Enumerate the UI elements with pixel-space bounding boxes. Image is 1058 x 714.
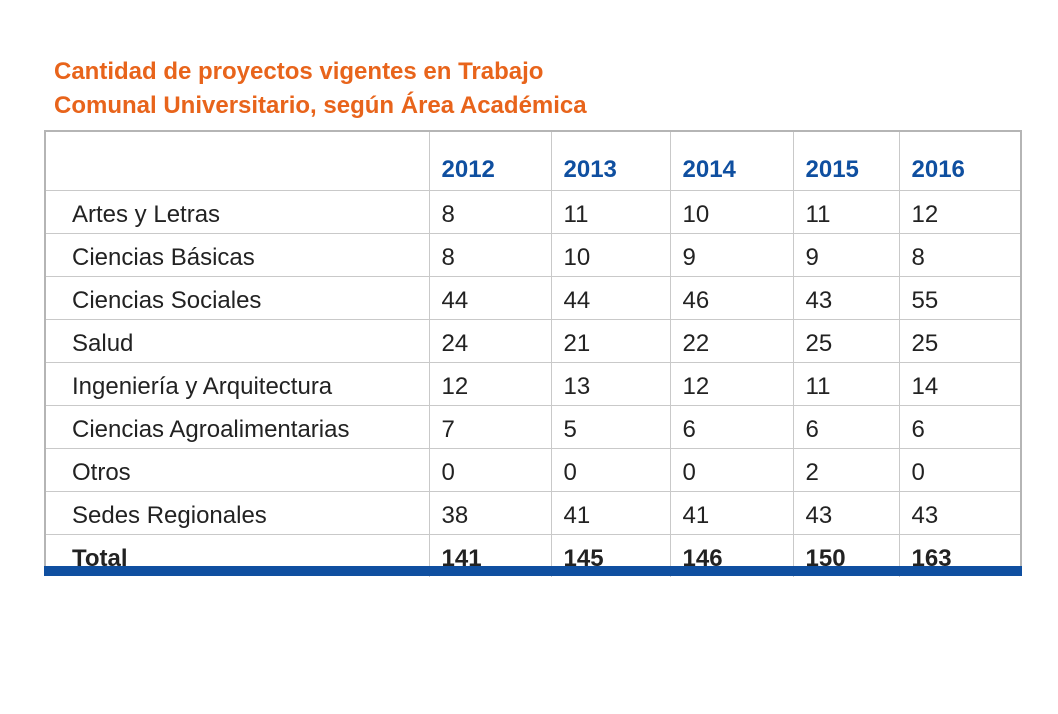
title-line-2: Comunal Universitario, según Área Académ… [54, 92, 587, 119]
table-cell: 43 [793, 491, 900, 535]
table-cell: 43 [793, 276, 900, 320]
header-year: 2016 [899, 132, 1020, 191]
table-cell: 0 [899, 448, 1020, 492]
table-cell: 8 [429, 190, 552, 234]
table-cell: 21 [551, 319, 671, 363]
table-cell: 0 [670, 448, 794, 492]
row-label: Artes y Letras [46, 190, 430, 234]
table-cell: 25 [793, 319, 900, 363]
table-row: Ciencias Sociales 44 44 46 43 55 [46, 276, 1020, 320]
table-cell: 11 [793, 190, 900, 234]
table-title: Cantidad de proyectos vigentes en Trabaj… [54, 55, 587, 123]
table-row: Artes y Letras 8 11 10 11 12 [46, 190, 1020, 234]
table-cell: 12 [429, 362, 552, 406]
table-cell: 2 [793, 448, 900, 492]
table-cell: 0 [551, 448, 671, 492]
table-row: Otros 0 0 0 2 0 [46, 448, 1020, 492]
table-cell: 55 [899, 276, 1020, 320]
table-cell: 6 [793, 405, 900, 449]
table-cell: 8 [899, 233, 1020, 277]
header-year: 2014 [670, 132, 794, 191]
table-cell: 25 [899, 319, 1020, 363]
row-label: Ciencias Básicas [46, 233, 430, 277]
table-cell: 11 [793, 362, 900, 406]
row-label: Salud [46, 319, 430, 363]
table-cell: 0 [429, 448, 552, 492]
header-year: 2012 [429, 132, 552, 191]
data-table-container: 2012 2013 2014 2015 2016 Artes y Letras … [44, 130, 1022, 577]
table-cell: 7 [429, 405, 552, 449]
header-year: 2013 [551, 132, 671, 191]
row-label: Ciencias Sociales [46, 276, 430, 320]
table-cell: 44 [429, 276, 552, 320]
table-cell: 44 [551, 276, 671, 320]
table-row: Ciencias Básicas 8 10 9 9 8 [46, 233, 1020, 277]
table-cell: 12 [670, 362, 794, 406]
table-cell: 9 [670, 233, 794, 277]
table-cell: 43 [899, 491, 1020, 535]
row-label: Sedes Regionales [46, 491, 430, 535]
table-row: Salud 24 21 22 25 25 [46, 319, 1020, 363]
table-cell: 13 [551, 362, 671, 406]
table-cell: 12 [899, 190, 1020, 234]
header-year: 2015 [793, 132, 900, 191]
table-cell: 46 [670, 276, 794, 320]
table-cell: 5 [551, 405, 671, 449]
table-row: Ingeniería y Arquitectura 12 13 12 11 14 [46, 362, 1020, 406]
table-cell: 6 [670, 405, 794, 449]
table-cell: 10 [551, 233, 671, 277]
table-cell: 9 [793, 233, 900, 277]
table-cell: 11 [551, 190, 671, 234]
table-cell: 22 [670, 319, 794, 363]
table-cell: 8 [429, 233, 552, 277]
table-bottom-bar [44, 566, 1022, 576]
table-cell: 41 [551, 491, 671, 535]
header-blank-cell [46, 132, 430, 191]
row-label: Ciencias Agroalimentarias [46, 405, 430, 449]
table-cell: 6 [899, 405, 1020, 449]
table-cell: 14 [899, 362, 1020, 406]
title-line-1: Cantidad de proyectos vigentes en Trabaj… [54, 58, 544, 85]
table-cell: 41 [670, 491, 794, 535]
table-cell: 38 [429, 491, 552, 535]
table-row: Sedes Regionales 38 41 41 43 43 [46, 491, 1020, 535]
table-cell: 24 [429, 319, 552, 363]
row-label: Ingeniería y Arquitectura [46, 362, 430, 406]
projects-table: 2012 2013 2014 2015 2016 Artes y Letras … [46, 132, 1020, 577]
row-label: Otros [46, 448, 430, 492]
header-row: 2012 2013 2014 2015 2016 [46, 132, 1020, 191]
table-row: Ciencias Agroalimentarias 7 5 6 6 6 [46, 405, 1020, 449]
table-cell: 10 [670, 190, 794, 234]
